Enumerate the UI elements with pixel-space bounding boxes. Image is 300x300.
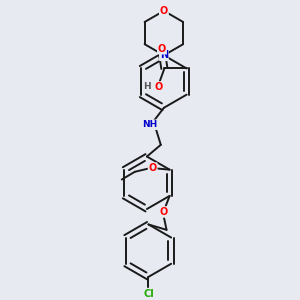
Text: O: O <box>160 6 168 16</box>
Text: N: N <box>160 50 168 60</box>
Text: NH: NH <box>142 120 158 129</box>
Text: O: O <box>154 82 162 92</box>
Text: H: H <box>143 82 151 91</box>
Text: Cl: Cl <box>143 289 154 298</box>
Text: O: O <box>159 207 168 217</box>
Text: O: O <box>148 163 157 173</box>
Text: O: O <box>158 44 166 54</box>
